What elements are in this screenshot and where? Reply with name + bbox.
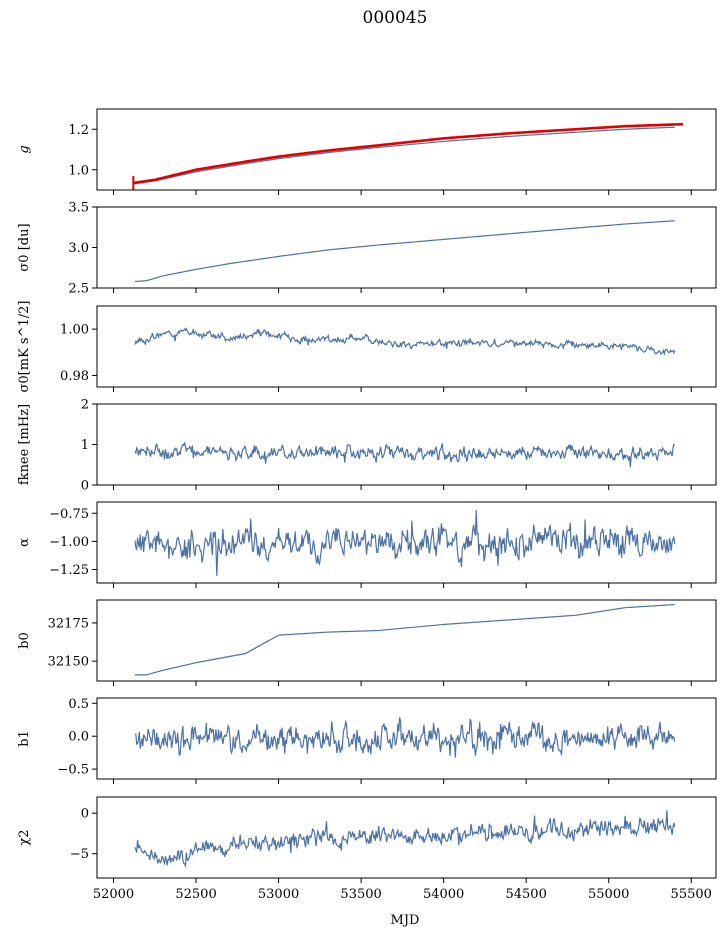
axes-frame-g bbox=[96, 108, 717, 191]
ylabel-fknee: fknee [mHz] bbox=[17, 404, 32, 485]
xtick-label: 52500 bbox=[175, 887, 216, 902]
ytick-label-fknee: 0 bbox=[81, 479, 89, 494]
panels-group: 1.0 1.2 g 2.5 3.0 3.5 σ0 [du] 0.98 1.00 σ0[mK s^1… bbox=[17, 108, 717, 902]
xtick-label: 54000 bbox=[423, 887, 464, 902]
axes-frame-chi2 bbox=[96, 796, 717, 879]
panel-alpha: −1.25 −1.00 −0.75 α bbox=[17, 501, 717, 588]
xtick-label: 55000 bbox=[588, 887, 629, 902]
series-sigma0-du-smooth bbox=[134, 220, 675, 283]
panel-sigma0-mk: 0.98 1.00 σ0[mK s^1/2] bbox=[17, 301, 717, 393]
ytick-label-alpha: −1.00 bbox=[49, 535, 89, 550]
axes-frame-b1 bbox=[96, 697, 717, 780]
panel-b1: −0.5 0.0 0.5 b1 bbox=[17, 697, 717, 784]
xtick-label: 53000 bbox=[258, 887, 299, 902]
ytick-label-b1: 0.0 bbox=[68, 730, 89, 745]
xtick-label: 55500 bbox=[671, 887, 712, 902]
ytick-label-g: 1.2 bbox=[68, 123, 89, 138]
ytick-label-fknee: 2 bbox=[81, 398, 89, 413]
axes-frame-sigma0-du bbox=[96, 206, 717, 289]
xtick-label: 54500 bbox=[505, 887, 546, 902]
ylabel-sigma0-du: σ0 [du] bbox=[17, 223, 32, 271]
series-g-fit bbox=[133, 122, 684, 185]
ylabel-b1: b1 bbox=[17, 730, 32, 747]
panel-fknee: 0 1 2 fknee [mHz] bbox=[17, 398, 717, 494]
xtick-label: 52000 bbox=[93, 887, 134, 902]
ytick-label-chi2: −5 bbox=[70, 847, 89, 862]
ylabel-g: g bbox=[17, 145, 32, 153]
axes-frame-b0 bbox=[96, 599, 717, 682]
series-alpha-noisy bbox=[134, 509, 676, 576]
ytick-label-g: 1.0 bbox=[68, 163, 89, 178]
panel-g: 1.0 1.2 g bbox=[17, 108, 717, 195]
ytick-label-fknee: 1 bbox=[81, 438, 89, 453]
ylabel-alpha: α bbox=[17, 538, 32, 547]
ylabel-b0: b0 bbox=[17, 632, 32, 649]
ytick-label-sigma0-mk: 1.00 bbox=[60, 323, 89, 338]
ytick-label-sigma0-du: 3.5 bbox=[68, 201, 89, 216]
figure-title: 000045 bbox=[363, 8, 428, 28]
series-fknee-noisy bbox=[134, 442, 676, 468]
ytick-label-sigma0-du: 2.5 bbox=[68, 282, 89, 297]
series-b1-noisy bbox=[134, 717, 676, 758]
panel-chi2: −5 0 52000 52500 53000 53500 54000 54500 55000 55… bbox=[17, 796, 717, 902]
xtick-label: 53500 bbox=[340, 887, 381, 902]
ytick-label-sigma0-du: 3.0 bbox=[68, 241, 89, 256]
series-chi2-noisy bbox=[134, 810, 676, 868]
ytick-label-chi2: 0 bbox=[81, 807, 89, 822]
ytick-label-b1: −0.5 bbox=[57, 763, 89, 778]
series-b0-smooth bbox=[134, 603, 675, 676]
series-sigma0-mk-noisy bbox=[134, 327, 676, 356]
ytick-label-alpha: −1.25 bbox=[49, 563, 89, 578]
ytick-label-sigma0-mk: 0.98 bbox=[60, 369, 89, 384]
axes-frame-alpha bbox=[96, 501, 717, 584]
panel-sigma0-du: 2.5 3.0 3.5 σ0 [du] bbox=[17, 201, 717, 297]
series-g-smooth bbox=[133, 126, 675, 185]
ylabel-sigma0-mk: σ0[mK s^1/2] bbox=[17, 301, 32, 393]
ylabel-chi2: χ2 bbox=[17, 829, 32, 845]
ytick-label-alpha: −0.75 bbox=[49, 507, 89, 522]
ytick-label-b0: 32150 bbox=[48, 655, 89, 670]
x-axis-label: MJD bbox=[391, 913, 420, 928]
axes-frame-sigma0-mk bbox=[96, 305, 717, 388]
ytick-label-b1: 0.5 bbox=[68, 697, 89, 712]
ytick-label-b0: 32175 bbox=[48, 616, 89, 631]
panel-b0: 32150 32175 b0 bbox=[17, 599, 717, 686]
axes-frame-fknee bbox=[96, 403, 717, 486]
